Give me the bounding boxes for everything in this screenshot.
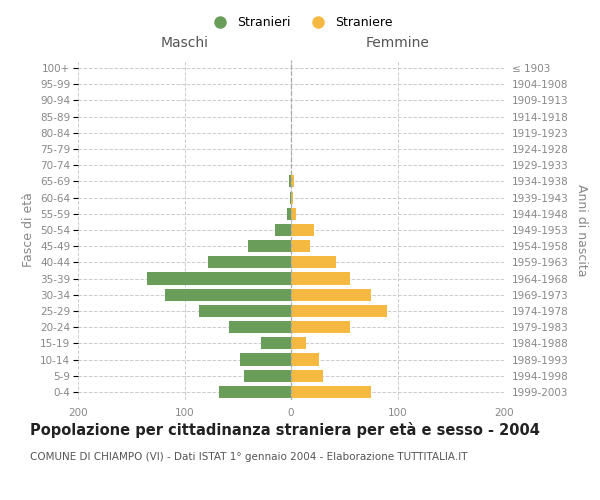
Bar [291, 208, 296, 220]
Bar [218, 386, 291, 398]
Bar [291, 305, 387, 317]
Bar [199, 305, 291, 317]
Text: Popolazione per cittadinanza straniera per età e sesso - 2004: Popolazione per cittadinanza straniera p… [30, 422, 540, 438]
Bar [291, 321, 350, 333]
Bar [261, 338, 291, 349]
Bar [291, 176, 294, 188]
Bar [291, 192, 293, 203]
Bar [291, 386, 371, 398]
Bar [291, 240, 310, 252]
Bar [240, 354, 291, 366]
Text: Maschi: Maschi [161, 36, 209, 51]
Y-axis label: Anni di nascita: Anni di nascita [575, 184, 588, 276]
Bar [291, 370, 323, 382]
Bar [291, 224, 314, 236]
Bar [244, 370, 291, 382]
Bar [290, 192, 291, 203]
Bar [248, 240, 291, 252]
Legend: Stranieri, Straniere: Stranieri, Straniere [202, 11, 398, 34]
Bar [291, 272, 350, 284]
Bar [291, 354, 319, 366]
Bar [287, 208, 291, 220]
Text: COMUNE DI CHIAMPO (VI) - Dati ISTAT 1° gennaio 2004 - Elaborazione TUTTITALIA.IT: COMUNE DI CHIAMPO (VI) - Dati ISTAT 1° g… [30, 452, 467, 462]
Text: Femmine: Femmine [365, 36, 430, 51]
Y-axis label: Fasce di età: Fasce di età [22, 192, 35, 268]
Bar [291, 256, 336, 268]
Bar [291, 288, 371, 301]
Bar [275, 224, 291, 236]
Bar [166, 288, 291, 301]
Bar [291, 338, 306, 349]
Bar [229, 321, 291, 333]
Bar [147, 272, 291, 284]
Bar [289, 176, 291, 188]
Bar [208, 256, 291, 268]
